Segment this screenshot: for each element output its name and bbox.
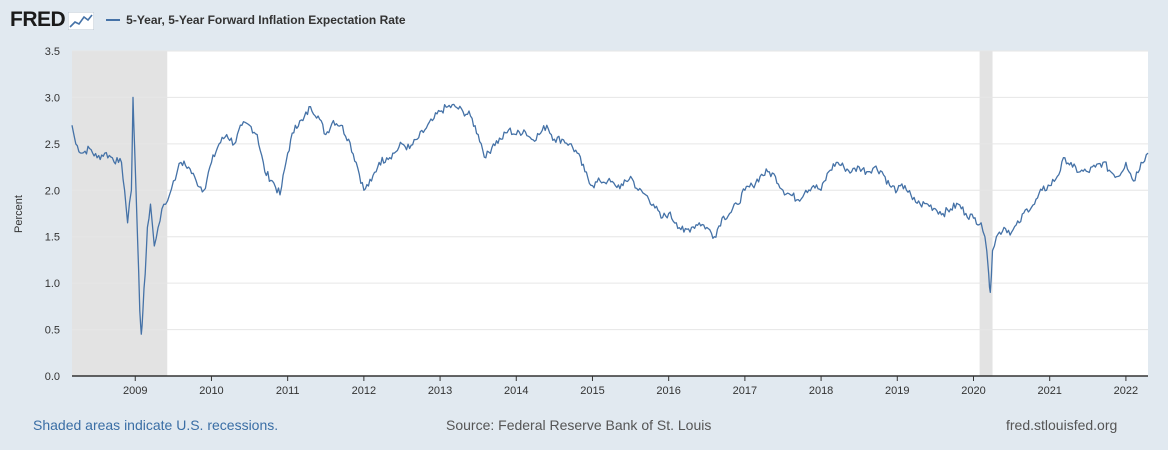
x-tick-label: 2009: [123, 385, 147, 397]
y-tick-label: 1.5: [45, 232, 60, 244]
fred-logo[interactable]: FRED: [10, 8, 66, 31]
x-tick-label: 2014: [504, 385, 528, 397]
x-tick-label: 2022: [1114, 385, 1138, 397]
y-tick-label: 2.5: [45, 139, 60, 151]
plot-area: [72, 51, 1148, 376]
x-tick-label: 2018: [809, 385, 833, 397]
x-tick-label: 2011: [276, 385, 300, 397]
series-layer: [71, 96, 1149, 335]
x-tick-label: 2020: [961, 385, 985, 397]
recession-band: [979, 51, 993, 376]
legend-entry: 5-Year, 5-Year Forward Inflation Expecta…: [106, 13, 406, 27]
grid-lines: [72, 50, 1148, 331]
fred-logo-chart-icon: [68, 12, 95, 30]
y-tick-label: 1.0: [45, 278, 60, 290]
legend-label: 5-Year, 5-Year Forward Inflation Expecta…: [126, 13, 406, 27]
y-tick-label: 0.5: [45, 325, 60, 337]
x-tick-label: 2016: [656, 385, 680, 397]
y-tick-label: 3.5: [45, 46, 60, 58]
x-tick-label: 2010: [199, 385, 223, 397]
x-tick-label: 2021: [1037, 385, 1061, 397]
y-tick-label: 2.0: [45, 185, 60, 197]
legend-swatch-icon: [106, 19, 121, 21]
y-axis-ticks: 0.0 0.5 1.0 1.5 2.0 2.5 3.0 3.5: [45, 46, 60, 383]
x-axis-ticks: 2009 2010 2011 2012 2013 2014 2015 2016 2017 2018…: [123, 376, 1138, 397]
y-tick-label: 0.0: [45, 371, 60, 383]
x-tick-label: 2017: [733, 385, 757, 397]
source-text: Source: Federal Reserve Bank of St. Loui…: [446, 417, 712, 433]
x-tick-label: 2013: [428, 385, 452, 397]
x-tick-label: 2015: [580, 385, 604, 397]
x-tick-label: 2012: [352, 385, 376, 397]
chart-header: FRED 5-Year, 5-Year Forward Inflation Ex…: [10, 8, 406, 32]
series-line: [71, 96, 1149, 335]
recession-band: [72, 51, 168, 376]
line-chart: 0.0 0.5 1.0 1.5 2.0 2.5 3.0 3.5 2009 2010 2011 201…: [13, 46, 1149, 397]
x-tick-label: 2019: [885, 385, 909, 397]
y-tick-label: 3.0: [45, 92, 60, 104]
y-axis-label: Percent: [13, 195, 25, 233]
site-link[interactable]: fred.stlouisfed.org: [1006, 417, 1118, 433]
recession-note-link[interactable]: Shaded areas indicate U.S. recessions.: [33, 417, 279, 433]
